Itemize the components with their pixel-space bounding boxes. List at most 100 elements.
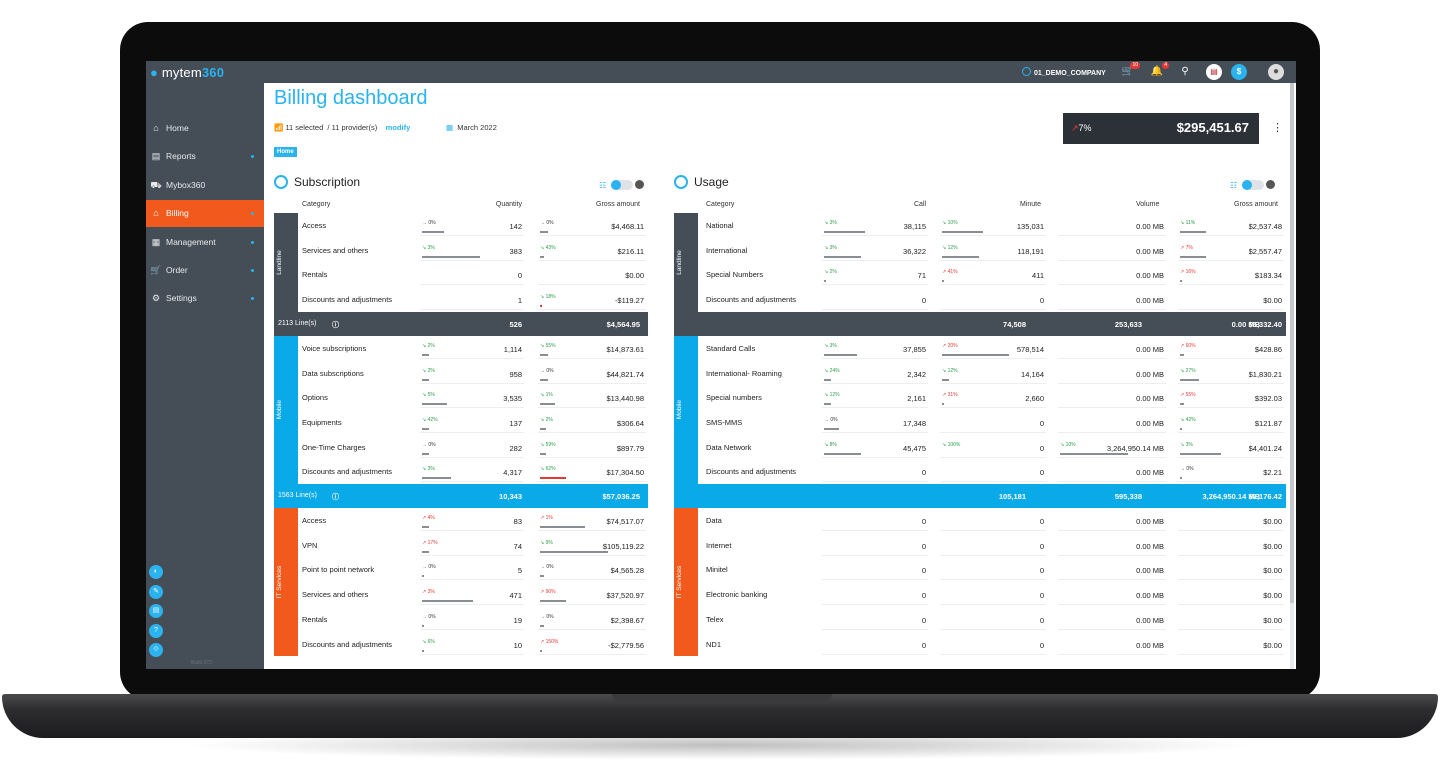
- company-selector[interactable]: 01_DEMO_COMPANY: [1022, 67, 1106, 77]
- table-row[interactable]: Telex 0 0 0.00 MB $0.00: [706, 607, 1286, 632]
- sidebar-item-mybox360[interactable]: ⛟ Mybox360: [146, 172, 264, 199]
- table-row[interactable]: Services and others ↗ 3% 471 ↗ 90% $37,520.9…: [302, 582, 648, 607]
- table-row[interactable]: Discounts and adjustments 1 ↘ 18% -$119.27: [302, 287, 648, 312]
- sidebar-item-label: Home: [166, 123, 189, 133]
- sidebar-item-management[interactable]: ▦ Management: [146, 229, 264, 256]
- app-logo[interactable]: ● mytem360: [150, 65, 224, 80]
- value-cell: 0.00 MB: [1058, 560, 1166, 581]
- value-cell: 0: [822, 635, 928, 655]
- table-row[interactable]: Data Network ↘ 8% 45,475 ↘ 100% 0 ↘ 10% 3,264,…: [706, 435, 1286, 460]
- avatar[interactable]: ●: [1268, 64, 1284, 80]
- section-total-row: 105,181 595,338 3,264,950.14 MB $7,176.42: [674, 484, 1286, 508]
- table-row[interactable]: Minitel 0 0 0.00 MB $0.00: [706, 557, 1286, 582]
- flag-icon[interactable]: ▤: [1206, 64, 1222, 80]
- progress-bar: [942, 353, 1009, 356]
- table-row[interactable]: Data subscriptions ↘ 2% 958 → 0% $44,821.74: [302, 361, 648, 386]
- search-icon[interactable]: ⚲: [1181, 66, 1189, 77]
- globe-icon[interactable]: ◐: [149, 565, 163, 579]
- trend-indicator: ↘ 10%: [942, 220, 958, 226]
- table-row[interactable]: Access ↗ 4% 83 ↗ 1% $74,517.07: [302, 508, 648, 533]
- progress-bar: [422, 403, 447, 406]
- table-row[interactable]: Discounts and adjustments ↘ 6% 10 ↗ 150% -$2…: [302, 632, 648, 657]
- table-row[interactable]: Point to point network → 0% 5 → 0% $4,565.28: [302, 557, 648, 582]
- table-row[interactable]: One-Time Charges → 0% 282 ↘ 59% $897.79: [302, 435, 648, 460]
- progress-bar: [942, 280, 944, 283]
- cell-value: 3,264,950.14 MB: [1106, 443, 1164, 453]
- trend-indicator: ↘ 24%: [824, 367, 840, 374]
- view-toggle[interactable]: ☷: [1230, 179, 1275, 191]
- table-row[interactable]: International- Roaming ↘ 24% 2,342 ↘ 12% 14,…: [706, 361, 1286, 386]
- value-cell: ↘ 6% 10: [420, 635, 524, 655]
- trend-indicator: → 0%: [422, 441, 436, 448]
- col-quantity: Quantity: [495, 201, 522, 208]
- table-row[interactable]: International ↘ 3% 36,322 ↘ 12% 118,191 0.00 …: [706, 238, 1286, 263]
- pen-icon[interactable]: ✎: [149, 585, 163, 599]
- table-row[interactable]: National ↘ 3% 38,115 ↘ 10% 135,031 0.00 MB ↘ 1…: [706, 213, 1286, 238]
- sidebar-item-label: Reports: [166, 151, 196, 161]
- breadcrumb[interactable]: Home: [274, 147, 297, 157]
- table-row[interactable]: Special Numbers ↘ 2% 71 ↗ 41% 411 0.00 MB ↗ 16…: [706, 262, 1286, 287]
- table-row[interactable]: Options ↘ 5% 3,535 ↘ 1% $13,440.98: [302, 385, 648, 410]
- document-icon[interactable]: ▤: [149, 604, 163, 618]
- table-row[interactable]: Standard Calls ↘ 3% 37,855 ↗ 20% 578,514 0.00…: [706, 336, 1286, 361]
- table-row[interactable]: Discounts and adjustments 0 0 0.00 MB → 0% $2…: [706, 459, 1286, 484]
- cart-icon[interactable]: 🛒 10: [1121, 62, 1140, 77]
- table-row[interactable]: Data 0 0 0.00 MB $0.00: [706, 508, 1286, 533]
- cell-value: 0.00 MB: [1136, 541, 1164, 551]
- table-row[interactable]: Rentals → 0% 19 → 0% $2,398.67: [302, 607, 648, 632]
- cell-value: 0: [921, 640, 926, 650]
- toggle-switch[interactable]: [611, 180, 633, 190]
- table-row[interactable]: ND1 0 0 0.00 MB $0.00: [706, 632, 1286, 657]
- more-menu-icon[interactable]: ⋮: [1272, 122, 1283, 134]
- sidebar-item-label: Settings: [166, 293, 197, 303]
- table-row[interactable]: VPN ↗ 17% 74 ↘ 9% $105,119.22: [302, 533, 648, 558]
- table-row[interactable]: Internet 0 0 0.00 MB $0.00: [706, 533, 1286, 558]
- table-row[interactable]: Special numbers ↘ 12% 2,161 ↗ 31% 2,660 0.00 …: [706, 385, 1286, 410]
- table-row[interactable]: SMS-MMS → 0% 17,348 0 0.00 MB ↘ 42% $121.87: [706, 410, 1286, 435]
- table-row[interactable]: Services and others ↘ 3% 383 ↘ 43% $216.11: [302, 238, 648, 263]
- total-quantity: 10,343: [499, 492, 522, 501]
- progress-bar: [540, 378, 548, 381]
- progress-bar: [540, 477, 566, 480]
- table-row[interactable]: Equipments ↘ 42% 137 ↘ 2% $306.64: [302, 410, 648, 435]
- value-cell: ↘ 8% 45,475: [822, 438, 928, 458]
- view-toggle[interactable]: ☷: [599, 179, 644, 191]
- pie-chart-icon: [1266, 180, 1275, 189]
- modify-link[interactable]: modify: [385, 123, 411, 132]
- sidebar-item-settings[interactable]: ⚙ Settings: [146, 285, 264, 312]
- cell-value: $2,557.47: [1248, 246, 1282, 256]
- sidebar-item-billing[interactable]: ⌂ Billing: [146, 200, 264, 227]
- progress-bar: [540, 353, 548, 356]
- logo-text: mytem: [161, 65, 202, 80]
- value-cell: 0.00 MB: [1058, 413, 1166, 433]
- table-row[interactable]: Discounts and adjustments ↘ 3% 4,317 ↘ 62% $…: [302, 459, 648, 484]
- sidebar-item-order[interactable]: 🛒 Order: [146, 257, 264, 284]
- table-row[interactable]: Voice subscriptions ↘ 2% 1,114 ↘ 55% $14,873…: [302, 336, 648, 361]
- cell-value: $0.00: [1263, 566, 1282, 576]
- dollar-icon[interactable]: $: [1231, 64, 1247, 80]
- period-selector[interactable]: ▦ March 2022: [446, 123, 497, 132]
- value-cell: ↗ 20% 578,514: [940, 339, 1046, 359]
- cell-value: 5: [517, 566, 522, 576]
- help-icon[interactable]: ?: [149, 624, 163, 638]
- table-row[interactable]: Electronic banking 0 0 0.00 MB $0.00: [706, 582, 1286, 607]
- trend-indicator: ↗ 55%: [1180, 392, 1196, 399]
- table-row[interactable]: Rentals 0 $0.00: [302, 262, 648, 287]
- progress-bar: [422, 427, 429, 430]
- table-row[interactable]: Discounts and adjustments 0 0 0.00 MB $0.00: [706, 287, 1286, 312]
- trend-indicator: → 0%: [422, 564, 436, 571]
- value-cell: 0: [822, 560, 928, 581]
- value-cell: 0.00 MB: [1058, 290, 1166, 311]
- share-icon[interactable]: ⟐: [149, 643, 163, 657]
- trend-indicator: ↗ 20%: [942, 342, 958, 349]
- value-cell: ↘ 12% 2,161: [822, 388, 928, 409]
- toggle-switch[interactable]: [1242, 180, 1264, 190]
- bell-icon[interactable]: 🔔 4: [1150, 62, 1169, 77]
- table-row[interactable]: Access → 0% 142 → 0% $4,468.11: [302, 213, 648, 238]
- scrollbar-thumb[interactable]: [1290, 83, 1294, 603]
- sidebar-item-home[interactable]: ⌂ Home: [146, 115, 264, 142]
- sidebar-item-reports[interactable]: ▤ Reports: [146, 143, 264, 170]
- value-cell: → 0% $2,398.67: [538, 610, 646, 630]
- total-value: 74,508: [1003, 319, 1026, 329]
- value-cell: ↘ 62% $17,304.50: [538, 462, 646, 483]
